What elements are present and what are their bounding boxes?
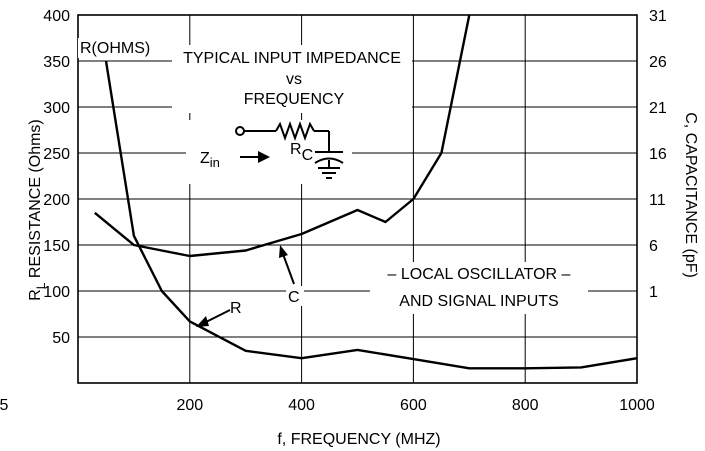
x-axis-title: f, FREQUENCY (MHZ) xyxy=(277,431,440,448)
y-axis-title-rest: RESISTANCE (Ohms) xyxy=(27,119,44,278)
y2-tick-label: 1 xyxy=(649,284,658,301)
x-tick-label: 800 xyxy=(512,397,539,414)
y-tick-label: 350 xyxy=(43,54,70,71)
note-line-1: – LOCAL OSCILLATOR – xyxy=(388,266,571,283)
note-line-2: AND SIGNAL INPUTS xyxy=(399,293,558,310)
series-line-r xyxy=(104,60,638,370)
y-tick-label: 150 xyxy=(43,238,70,255)
series-line-c xyxy=(94,14,471,258)
y-tick-label: 100 xyxy=(43,284,70,301)
r-ohms-bg xyxy=(78,38,166,58)
r-curve-label: R xyxy=(230,300,242,317)
svg-text:C, CAPACITANCE (pF): C, CAPACITANCE (pF) xyxy=(682,112,699,278)
chart-title-frequency: FREQUENCY xyxy=(244,91,345,108)
zin-arrowhead xyxy=(258,151,270,163)
y-tick-label: 200 xyxy=(43,192,70,209)
cap-plate-bottom xyxy=(314,157,344,164)
x-tick-label: 5 xyxy=(0,397,9,414)
y2-tick-label: 16 xyxy=(649,146,667,163)
y2-tick-label: 31 xyxy=(649,8,667,25)
y-tick-label: 50 xyxy=(52,330,70,347)
svg-text:RL RESISTANCE (Ohms): RL RESISTANCE (Ohms) xyxy=(27,119,48,301)
y-axis-title-main: R xyxy=(27,289,44,301)
zin-label-main: Z xyxy=(200,150,210,167)
gridlines xyxy=(78,15,637,383)
zin-label-sub: in xyxy=(210,155,220,170)
chart-title-vs: vs xyxy=(286,71,302,88)
y-tick-label: 400 xyxy=(43,8,70,25)
x-tick-label: 200 xyxy=(176,397,203,414)
x-tick-label: 400 xyxy=(288,397,315,414)
r-curve-pointer: R xyxy=(196,297,244,327)
y2-tick-label: 26 xyxy=(649,54,667,71)
rc-label: RC xyxy=(290,141,313,164)
series-layer xyxy=(94,14,638,370)
y2-axis-title: C, CAPACITANCE (pF) xyxy=(682,112,699,278)
c-curve-pointer: C xyxy=(279,245,304,306)
chart-title: TYPICAL INPUT IMPEDANCE xyxy=(183,50,401,67)
rc-label-main: R xyxy=(290,141,302,158)
x-tick-label: 1000 xyxy=(619,397,655,414)
inset-title-bg xyxy=(172,45,412,113)
y-tick-label: 300 xyxy=(43,100,70,117)
tick-labels: 5 200 400 600 800 1000 50 100 150 200 250 300 350 400… xyxy=(0,8,667,414)
y2-tick-label: 21 xyxy=(649,100,667,117)
zin-label: Zin xyxy=(200,150,220,170)
circuit-schematic: Zin RC xyxy=(186,120,352,184)
x-tick-label: 600 xyxy=(400,397,427,414)
r-ohms-label: R(OHMS) xyxy=(80,40,150,57)
c-curve-label: C xyxy=(288,289,300,306)
y2-tick-label: 11 xyxy=(649,192,666,209)
y-axis-title: RL RESISTANCE (Ohms) xyxy=(27,119,48,301)
note-bg xyxy=(370,262,588,314)
resistor-zigzag xyxy=(275,121,315,141)
rc-label-sub: C xyxy=(302,147,314,164)
y-tick-label: 250 xyxy=(43,146,70,163)
plot-frame xyxy=(77,14,638,384)
y-axis-title-sub: L xyxy=(34,282,48,289)
y2-tick-label: 6 xyxy=(649,238,658,255)
